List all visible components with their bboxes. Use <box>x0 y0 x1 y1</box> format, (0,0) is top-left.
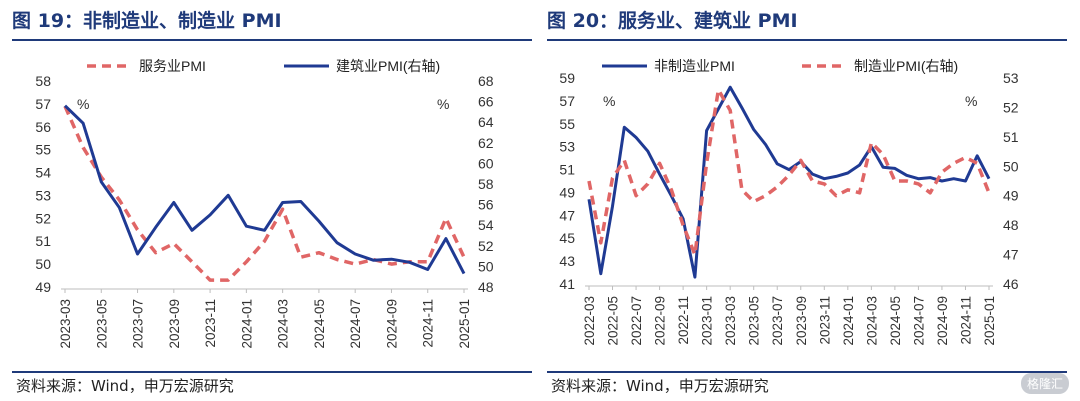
x-tick-label: 2023-03 <box>723 296 738 346</box>
y-left-tick-label: 56 <box>35 119 51 135</box>
x-tick-label: 2023-05 <box>747 296 762 346</box>
y-right-unit-label: % <box>965 93 977 109</box>
y-left-tick-label: 45 <box>559 230 575 246</box>
footer-rule <box>12 371 532 373</box>
y-left-tick-label: 41 <box>559 276 575 292</box>
watermark-logo: 格隆汇 <box>1020 373 1069 394</box>
x-tick-label: 2024-01 <box>239 299 254 349</box>
x-tick-label: 2024-05 <box>888 296 903 346</box>
source-note: 资料来源：Wind，申万宏源研究 <box>16 377 234 395</box>
y-right-tick-label: 58 <box>478 176 494 192</box>
x-tick-label: 2023-11 <box>203 299 218 348</box>
x-tick-label: 2023-03 <box>58 299 73 349</box>
x-tick-label: 2023-09 <box>794 296 809 346</box>
y-left-tick-label: 55 <box>35 142 51 158</box>
y-left-tick-label: 57 <box>35 96 51 112</box>
x-tick-label: 2023-07 <box>770 296 785 346</box>
y-right-tick-label: 56 <box>478 197 494 213</box>
y-right-tick-label: 48 <box>478 279 494 295</box>
x-tick-label: 2024-11 <box>958 296 973 345</box>
y-right-tick-label: 49 <box>1003 188 1019 204</box>
y-right-tick-label: 51 <box>1003 129 1019 145</box>
y-left-tick-label: 50 <box>35 256 51 272</box>
y-right-tick-label: 50 <box>478 258 494 274</box>
y-right-unit-label: % <box>437 96 449 112</box>
y-right-tick-label: 47 <box>1003 247 1019 263</box>
x-tick-label: 2024-03 <box>864 296 879 346</box>
series-line-2 <box>587 88 991 257</box>
y-right-tick-label: 54 <box>478 217 494 233</box>
legend-label: 非制造业PMI <box>654 58 735 74</box>
y-left-tick-label: 49 <box>35 279 51 295</box>
source-note: 资料来源：Wind，申万宏源研究 <box>551 377 769 395</box>
series-line-1 <box>587 85 991 279</box>
y-left-tick-label: 51 <box>35 233 51 249</box>
y-left-tick-label: 52 <box>35 210 51 226</box>
y-right-tick-label: 62 <box>478 135 494 151</box>
x-tick-label: 2023-09 <box>167 299 182 349</box>
y-right-tick-label: 52 <box>1003 99 1019 115</box>
y-right-tick-label: 60 <box>478 155 494 171</box>
x-tick-label: 2022-03 <box>582 296 597 346</box>
y-left-tick-label: 57 <box>559 93 575 109</box>
x-tick-label: 2024-03 <box>276 299 291 349</box>
title-rule <box>547 39 1067 41</box>
legend-label: 服务业PMI <box>139 58 206 74</box>
x-tick-label: 2022-05 <box>606 296 621 346</box>
y-left-tick-label: 49 <box>559 184 575 200</box>
y-left-tick-label: 47 <box>559 207 575 223</box>
x-tick-label: 2024-11 <box>421 299 436 348</box>
y-left-tick-label: 55 <box>559 116 575 132</box>
line-chart-services-construction: 49 50 51 52 53 54 55 56 57 58 48 50 52 54 56 58 60 62 64 66… <box>35 58 494 349</box>
x-tick-label: 2023-07 <box>131 299 146 349</box>
y-left-tick-label: 53 <box>35 187 51 203</box>
y-left-tick-label: 51 <box>559 162 575 178</box>
x-tick-label: 2025-01 <box>457 299 472 349</box>
x-tick-label: 2022-11 <box>676 296 691 345</box>
y-left-unit-label: % <box>77 96 89 112</box>
y-left-tick-label: 53 <box>559 139 575 155</box>
x-tick-label: 2024-01 <box>841 296 856 346</box>
y-left-tick-label: 54 <box>35 165 51 181</box>
series-line-2 <box>63 104 466 275</box>
chart-title: 图 20：服务业、建筑业 PMI <box>547 10 798 32</box>
y-right-tick-label: 52 <box>478 238 494 254</box>
title-rule <box>12 39 532 41</box>
y-left-unit-label: % <box>603 93 615 109</box>
y-right-tick-label: 46 <box>1003 276 1019 292</box>
y-left-tick-label: 58 <box>35 73 51 89</box>
y-right-tick-label: 64 <box>478 114 494 130</box>
x-tick-label: 2023-01 <box>700 296 715 346</box>
x-tick-label: 2024-07 <box>911 296 926 346</box>
y-left-tick-label: 59 <box>559 70 575 86</box>
x-tick-label: 2025-01 <box>982 296 997 346</box>
x-tick-label: 2024-09 <box>384 299 399 349</box>
x-tick-label: 2023-05 <box>94 299 109 349</box>
chart-title: 图 19：非制造业、制造业 PMI <box>12 10 282 32</box>
legend-label: 建筑业PMI(右轴) <box>336 58 440 74</box>
y-right-tick-label: 48 <box>1003 217 1019 233</box>
x-tick-label: 2024-05 <box>312 299 327 349</box>
line-chart-nonmanufacturing-manufacturing: 41 43 45 47 49 51 53 55 57 59 46 47 48 49 50 51 52 53 2022… <box>559 58 1019 346</box>
chart-panel-left: 图 19：非制造业、制造业 PMI 49 50 51 52 53 54 55 56 57 58 48… <box>12 0 542 401</box>
x-tick-label: 2022-09 <box>653 296 668 346</box>
x-tick-label: 2022-07 <box>629 296 644 346</box>
series-line-1 <box>63 105 466 282</box>
chart-panel-right: 图 20：服务业、建筑业 PMI 41 43 45 47 49 51 53 55 57 59 46 4… <box>547 0 1077 401</box>
x-tick-label: 2024-07 <box>348 299 363 349</box>
y-right-tick-label: 53 <box>1003 70 1019 86</box>
y-right-tick-label: 50 <box>1003 158 1019 174</box>
x-tick-label: 2023-11 <box>817 296 832 345</box>
footer-rule <box>547 371 1067 373</box>
legend-label: 制造业PMI(右轴) <box>854 58 958 74</box>
y-right-tick-label: 68 <box>478 73 494 89</box>
x-tick-label: 2024-09 <box>935 296 950 346</box>
y-right-tick-label: 66 <box>478 94 494 110</box>
y-left-tick-label: 43 <box>559 253 575 269</box>
